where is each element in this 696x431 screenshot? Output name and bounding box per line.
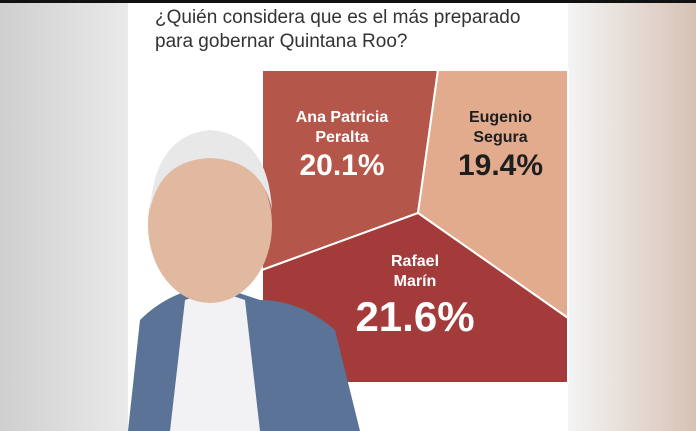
rafael-label: Rafael Marín 21.6% (350, 252, 480, 342)
value-label: 19.4% (457, 149, 544, 182)
eugenio-label: Eugenio Segura 19.4% (448, 108, 553, 184)
person-photo (128, 130, 360, 431)
chart-title: ¿Quién considera que es el más preparado… (155, 7, 521, 52)
ana-label: Ana Patricia Peralta 20.1% (272, 108, 412, 184)
category-label: Ana Patricia Peralta (295, 109, 389, 146)
top-bar (0, 0, 696, 3)
category-label: Rafael Marín (390, 253, 440, 290)
category-label: Eugenio Segura (468, 109, 533, 146)
value-label: 20.1% (299, 149, 385, 182)
value-label: 21.6% (355, 293, 475, 340)
